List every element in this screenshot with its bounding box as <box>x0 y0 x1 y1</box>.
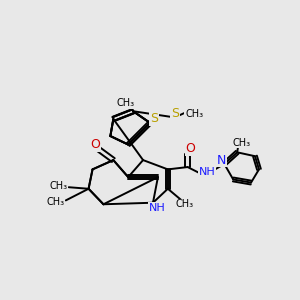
Text: S: S <box>150 112 158 125</box>
Text: CH₃: CH₃ <box>185 109 203 118</box>
Text: O: O <box>90 138 100 151</box>
Text: S: S <box>171 107 179 120</box>
Text: NH: NH <box>148 203 165 213</box>
Text: NH: NH <box>199 167 215 177</box>
Text: CH₃: CH₃ <box>50 181 68 191</box>
Text: N: N <box>217 154 226 166</box>
Text: O: O <box>185 142 195 155</box>
Text: CH₃: CH₃ <box>116 98 134 109</box>
Text: CH₃: CH₃ <box>233 137 251 148</box>
Text: CH₃: CH₃ <box>46 197 64 207</box>
Text: CH₃: CH₃ <box>175 199 194 209</box>
